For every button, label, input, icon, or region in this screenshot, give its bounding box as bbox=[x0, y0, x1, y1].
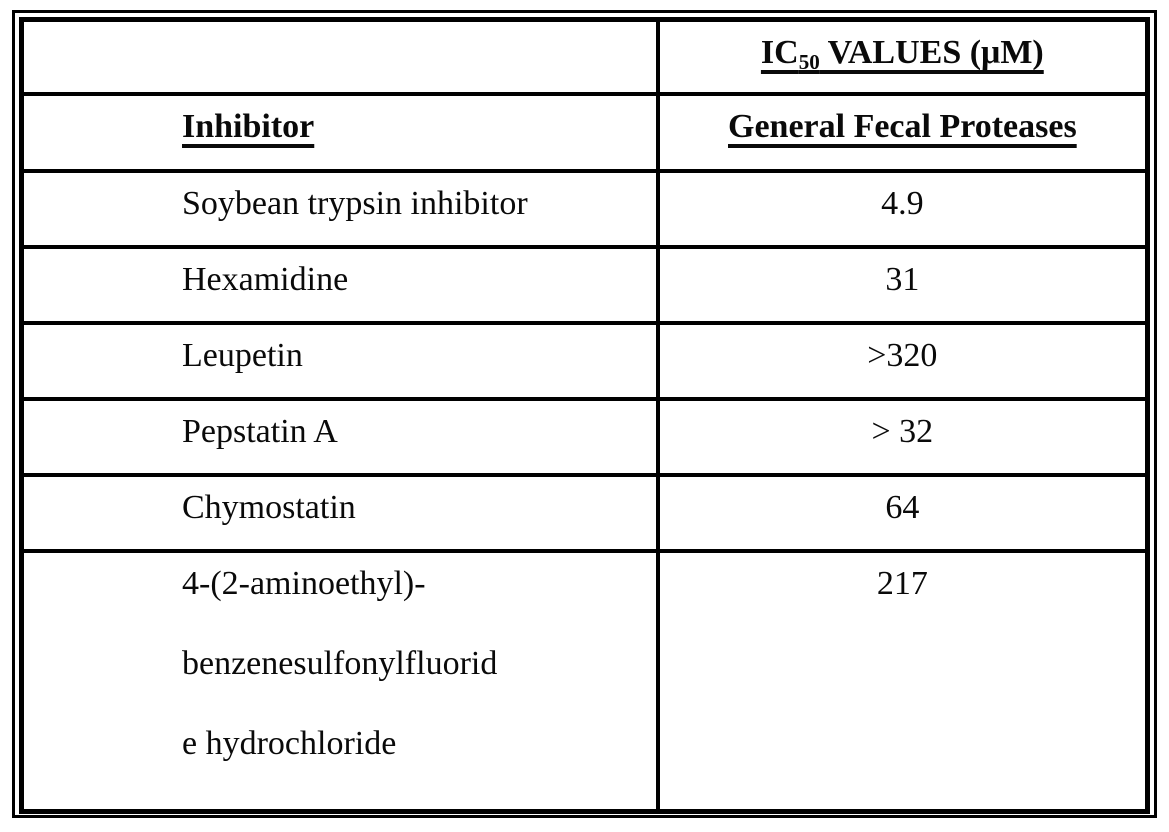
table-row: Pepstatin A > 32 bbox=[19, 396, 1150, 477]
scanned-table-frame: IC50 VALUES (μM) Inhibitor General Fecal… bbox=[12, 10, 1157, 818]
value-cell: 31 bbox=[655, 244, 1150, 325]
inhibitor-header-cell: Inhibitor bbox=[19, 91, 660, 173]
table-header-row-1: IC50 VALUES (μM) bbox=[19, 17, 1150, 96]
value-cell: > 32 bbox=[655, 396, 1150, 477]
table-row: Hexamidine 31 bbox=[19, 244, 1150, 325]
value-cell: 4.9 bbox=[655, 168, 1150, 249]
table-header-row-2: Inhibitor General Fecal Proteases bbox=[19, 91, 1150, 173]
table-row: Chymostatin 64 bbox=[19, 472, 1150, 553]
value-cell: >320 bbox=[655, 320, 1150, 401]
inhibitor-cell: Soybean trypsin inhibitor bbox=[19, 168, 660, 249]
general-fecal-proteases-label: General Fecal Proteases bbox=[728, 107, 1077, 145]
ic50-values-label: IC50 VALUES (μM) bbox=[760, 34, 1044, 74]
general-fecal-proteases-header-cell: General Fecal Proteases bbox=[655, 91, 1150, 173]
table-row: 4-(2-aminoethyl)- benzenesulfonylfluorid… bbox=[19, 548, 1150, 813]
inhibitor-name-line: e hydrochloride bbox=[182, 724, 397, 762]
table-row: Leupetin >320 bbox=[19, 320, 1150, 401]
inhibitor-cell: Leupetin bbox=[19, 320, 660, 401]
inhibitor-name-line: 4-(2-aminoethyl)- bbox=[182, 564, 426, 602]
inhibitor-cell: Chymostatin bbox=[19, 472, 660, 553]
value-cell: 64 bbox=[655, 472, 1150, 553]
empty-header-cell bbox=[19, 17, 660, 96]
ic50-subscript: 50 bbox=[798, 49, 820, 74]
value-cell: 217 bbox=[655, 548, 1150, 813]
inhibitor-cell: Hexamidine bbox=[19, 244, 660, 325]
ic50-values-table: IC50 VALUES (μM) Inhibitor General Fecal… bbox=[19, 17, 1150, 814]
inhibitor-name-line: benzenesulfonylfluorid bbox=[182, 644, 498, 682]
inhibitor-cell: 4-(2-aminoethyl)- benzenesulfonylfluorid… bbox=[19, 548, 660, 813]
ic50-values-header-cell: IC50 VALUES (μM) bbox=[655, 17, 1150, 96]
table-row: Soybean trypsin inhibitor 4.9 bbox=[19, 168, 1150, 249]
inhibitor-cell: Pepstatin A bbox=[19, 396, 660, 477]
inhibitor-header-label: Inhibitor bbox=[182, 107, 315, 145]
